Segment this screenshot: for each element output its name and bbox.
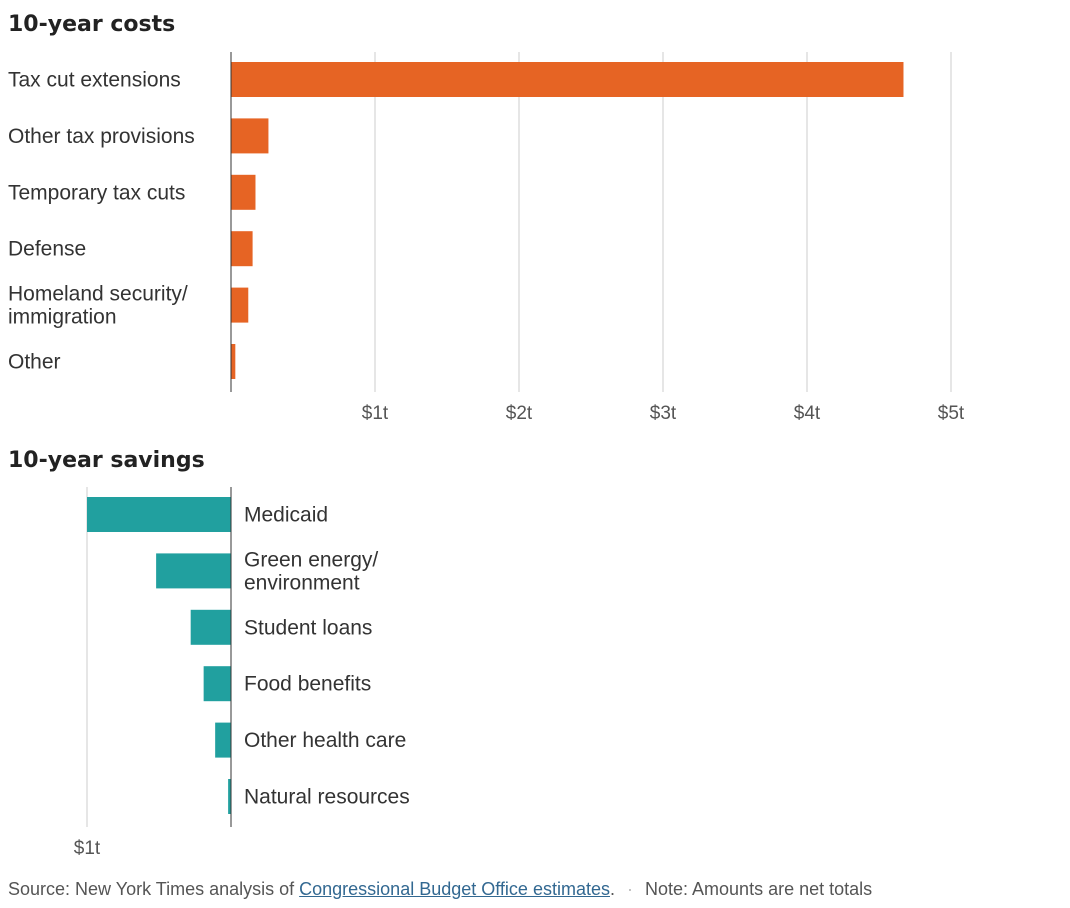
x-tick-label: $3t (650, 403, 677, 424)
savings-category-label: Green energy/environment (244, 548, 378, 594)
cost-bar (231, 287, 249, 323)
cost-category-label: Other tax provisions (8, 124, 195, 147)
cost-category-label: Temporary tax cuts (8, 181, 185, 204)
savings-category-label: Other health care (244, 729, 406, 752)
footer: Source: New York Times analysis of Congr… (8, 879, 872, 900)
cost-category-label: Tax cut extensions (8, 68, 181, 91)
footer-note: Note: Amounts are net totals (645, 879, 873, 899)
savings-category-label: Food benefits (244, 672, 371, 695)
footer-separator: · (627, 879, 633, 899)
savings-bar (87, 497, 231, 532)
savings-category-label: Medicaid (244, 503, 328, 526)
savings-category-label: Student loans (244, 616, 372, 639)
source-suffix: . (609, 879, 615, 899)
x-tick-label: $1t (362, 403, 389, 424)
costs-chart-title: 10-year costs (8, 12, 176, 37)
cost-bar (231, 62, 904, 97)
savings-category-label: Natural resources (244, 785, 410, 808)
x-tick-label: $4t (794, 403, 821, 424)
cost-bar (231, 344, 236, 379)
cost-bar (231, 118, 269, 154)
savings-bar (156, 553, 231, 589)
x-tick-label: $2t (506, 403, 533, 424)
savings-bar (215, 722, 231, 758)
savings-bar (203, 666, 231, 702)
source-prefix: Source: New York Times analysis of (8, 879, 300, 899)
cost-category-label: Other (8, 350, 61, 373)
x-tick-label: $1t (74, 838, 101, 859)
cost-bar (231, 231, 253, 267)
cost-category-label: Defense (8, 237, 86, 260)
savings-chart-title: 10-year savings (8, 448, 205, 473)
cost-bar (231, 174, 256, 210)
x-tick-label: $5t (938, 403, 965, 424)
savings-bar (190, 609, 231, 645)
budget-charts: $1t $2t $3t $4t $5t Tax cut extensions Other t… (8, 52, 965, 859)
cost-category-label: Homeland security/immigration (8, 282, 188, 328)
savings-bar (228, 779, 231, 814)
source-link[interactable]: Congressional Budget Office estimates (299, 879, 610, 899)
